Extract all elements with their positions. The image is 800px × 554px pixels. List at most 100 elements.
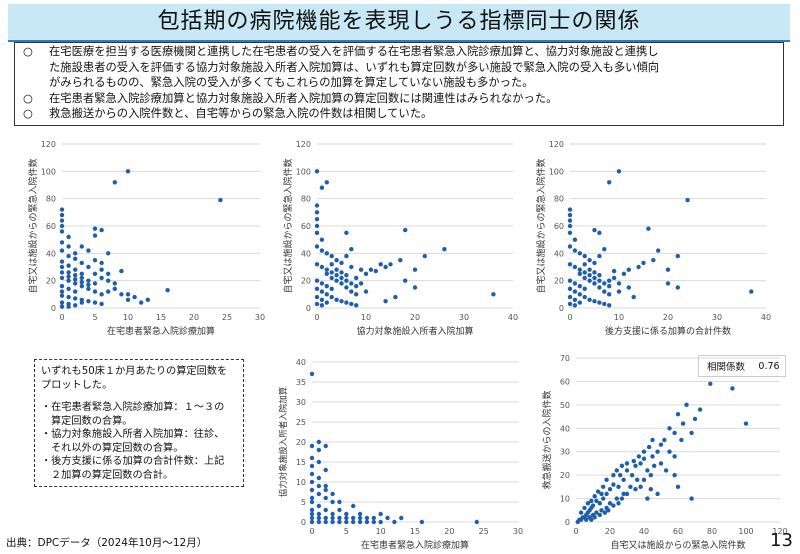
- x-tick-label: 30: [255, 313, 265, 322]
- data-point: [79, 279, 84, 285]
- data-point: [618, 472, 623, 478]
- data-point: [607, 278, 612, 283]
- data-point: [641, 260, 646, 266]
- data-point: [309, 499, 315, 505]
- data-point: [86, 286, 91, 292]
- data-point: [316, 511, 322, 517]
- data-point: [314, 262, 320, 267]
- y-tick-label: 10: [296, 478, 306, 487]
- data-point: [403, 278, 408, 283]
- y-tick-label: 40: [46, 249, 56, 258]
- data-point: [567, 230, 573, 236]
- summary-bullet: ○ 在宅医療を担当する医療機関と連携した在宅患者の受入を評価する在宅患者緊急入院…: [23, 44, 777, 91]
- data-point: [597, 501, 602, 506]
- data-point: [730, 386, 735, 391]
- data-point: [614, 496, 619, 501]
- data-point: [363, 289, 369, 294]
- data-point: [592, 281, 597, 286]
- data-point: [672, 430, 677, 436]
- data-point: [344, 285, 349, 290]
- data-point: [692, 416, 698, 422]
- data-point: [619, 463, 625, 468]
- data-point: [59, 304, 65, 309]
- data-point: [319, 281, 325, 286]
- data-point: [337, 515, 342, 521]
- data-point: [582, 294, 587, 300]
- data-point: [388, 262, 393, 267]
- data-point: [667, 426, 672, 431]
- data-point: [599, 491, 604, 497]
- data-point: [697, 407, 703, 412]
- data-point: [631, 458, 636, 464]
- data-point: [99, 260, 104, 266]
- data-point: [330, 499, 335, 505]
- data-point: [592, 260, 597, 266]
- y-tick-label: 25: [296, 418, 306, 427]
- data-point: [99, 227, 104, 233]
- y-tick-label: 35: [296, 378, 306, 387]
- data-point: [337, 507, 342, 513]
- data-point: [344, 230, 349, 236]
- y-tick-label: 5: [301, 498, 306, 507]
- data-point: [567, 244, 573, 249]
- x-tick-label: 25: [222, 313, 232, 322]
- data-point: [582, 270, 587, 275]
- data-point: [314, 169, 320, 174]
- data-point: [323, 467, 328, 473]
- data-point: [592, 515, 597, 520]
- data-point: [577, 251, 582, 256]
- note-intro-line: プロットした。: [41, 379, 113, 391]
- data-point: [364, 515, 370, 521]
- data-point: [314, 203, 320, 208]
- data-point: [139, 300, 144, 305]
- y-tick-label: 60: [301, 222, 311, 231]
- data-point: [334, 297, 339, 302]
- data-point: [329, 275, 334, 281]
- data-point: [330, 515, 335, 521]
- data-point: [112, 180, 118, 185]
- data-point: [59, 240, 65, 245]
- y-tick-label: 80: [554, 195, 564, 204]
- data-point: [145, 297, 150, 302]
- data-point: [66, 263, 71, 268]
- data-point: [595, 489, 601, 494]
- data-point: [650, 437, 655, 443]
- data-point: [357, 511, 363, 517]
- data-point: [567, 212, 573, 218]
- data-point: [59, 293, 65, 298]
- y-tick-label: 80: [301, 195, 311, 204]
- data-point: [368, 267, 374, 272]
- data-point: [106, 251, 111, 256]
- x-axis-label: 後方支援に係る加算の合計件数: [605, 325, 731, 337]
- data-point: [392, 519, 397, 525]
- data-point: [66, 270, 71, 275]
- x-tick-label: 20: [663, 313, 673, 322]
- x-tick-label: 40: [639, 527, 649, 536]
- data-point: [79, 283, 84, 289]
- scatter-chart-backup-total-vs-emergency: 0 20 40 60 80 100 120 0 10 20 30 40 後方支援に係る加算の合計件数 自宅…: [528, 136, 778, 337]
- data-point: [474, 519, 479, 525]
- data-point: [572, 264, 578, 270]
- data-point: [316, 447, 322, 453]
- data-point: [567, 262, 573, 267]
- x-tick-label: 20: [189, 313, 199, 322]
- data-point: [324, 271, 329, 277]
- data-point: [597, 273, 602, 278]
- data-point: [665, 267, 671, 272]
- data-point: [309, 455, 315, 461]
- data-point: [442, 247, 447, 252]
- data-point: [680, 421, 686, 426]
- data-point: [106, 271, 111, 277]
- data-point: [665, 281, 671, 286]
- data-point: [594, 498, 599, 504]
- data-point: [330, 519, 335, 525]
- x-tick-label: 20: [410, 313, 420, 322]
- data-point: [624, 491, 630, 497]
- data-point: [621, 271, 627, 277]
- data-point: [344, 273, 349, 278]
- data-point: [323, 515, 328, 521]
- data-point: [641, 456, 647, 461]
- data-point: [422, 253, 427, 259]
- data-point: [587, 257, 592, 263]
- data-point: [743, 421, 749, 426]
